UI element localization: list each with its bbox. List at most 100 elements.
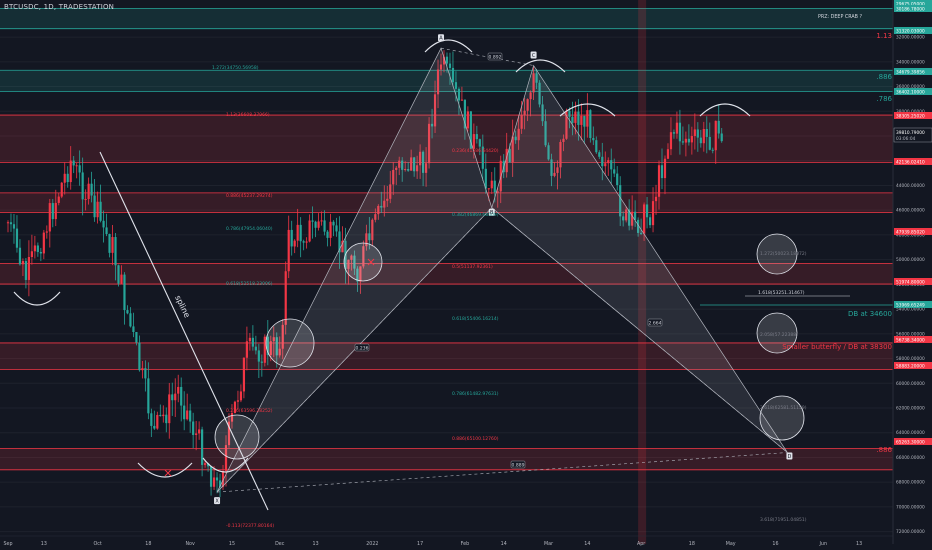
price-zone (0, 263, 893, 285)
candle-body (245, 341, 249, 358)
candle-body (463, 99, 467, 129)
candle-body (586, 110, 589, 127)
price-tag-label: 53969.65249 (896, 303, 925, 309)
candle-body (141, 368, 144, 371)
candle-body (341, 240, 344, 253)
prz-label: PRZ: DEEP CRAB ? (818, 14, 862, 20)
candle-body (72, 160, 75, 166)
fib-level-label: 2.618(62581.51159) (760, 405, 807, 411)
candle-body (577, 111, 580, 125)
candle-body (21, 261, 25, 265)
candle-body (517, 128, 520, 141)
date-highlight (638, 0, 647, 544)
candle-body (562, 138, 565, 142)
candle-body (583, 115, 586, 127)
swing-arc (202, 457, 249, 473)
candle-body (266, 336, 269, 356)
price-tag-label: 42136.02410 (896, 160, 925, 166)
date-tick-label: 13 (41, 541, 47, 547)
candle-body (18, 247, 22, 265)
candle-body (332, 221, 335, 226)
candle-body (51, 203, 54, 220)
candle-body (628, 209, 631, 226)
candle-body (183, 405, 186, 420)
candle-body (63, 173, 66, 183)
candle-body (260, 361, 263, 363)
price-tag (894, 27, 932, 34)
candle-body (484, 168, 487, 189)
date-tick-label: Dec (275, 541, 285, 547)
candle-body (365, 233, 368, 247)
candle-body (165, 414, 168, 424)
candle-body (75, 165, 78, 167)
candle-body (57, 196, 60, 203)
pattern-point-label: B (490, 210, 494, 216)
pattern-point-badge (438, 34, 445, 42)
candle-body (472, 134, 475, 149)
price-tag (894, 438, 932, 445)
date-tick-label: 16 (772, 541, 778, 547)
candle-body (639, 232, 643, 234)
last-price-label: 39810.79000 (896, 130, 925, 136)
candle-body (129, 313, 132, 327)
candle-body (598, 152, 601, 157)
fib-level-label: 2.058(57.22388) (760, 332, 798, 338)
candle-body (326, 231, 329, 238)
candle-body (212, 477, 216, 487)
candle-body (705, 128, 708, 137)
price-tag (894, 68, 932, 75)
candle-body (666, 149, 670, 159)
x-marker (367, 258, 375, 266)
pattern-point-badge (530, 51, 537, 59)
price-tick-label: 62000.00000 (896, 406, 925, 412)
candle-body (87, 183, 90, 199)
pattern-point-badge (214, 497, 221, 505)
fib-level-label: 0.618(55406.16214) (452, 316, 499, 322)
candle-body (669, 132, 673, 150)
candle-body (90, 183, 93, 196)
countdown-label: 03:06:04 (896, 136, 916, 142)
price-tick-label: 66000.00000 (896, 455, 925, 461)
date-tick-label: Nov (185, 541, 195, 547)
swing-arc (699, 103, 751, 117)
candle-body (368, 233, 371, 241)
candle-body (6, 222, 10, 224)
candle-body (610, 160, 613, 170)
date-tick-label: Sep (3, 541, 12, 547)
candle-body (637, 219, 640, 233)
price-tag (894, 278, 932, 285)
ratio-786-label: .786 (876, 95, 892, 103)
candle-body (177, 386, 180, 394)
candle-body (224, 445, 228, 471)
candle-body (541, 104, 544, 122)
candle-body (350, 255, 353, 260)
highlight-circle (756, 312, 798, 354)
candle-body (511, 136, 514, 163)
price-tick-label: 60000.00000 (896, 381, 925, 387)
candle-body (448, 63, 452, 68)
candle-body (153, 425, 156, 429)
date-tick-label: 15 (229, 541, 235, 547)
candle-body (675, 122, 679, 134)
date-tick-label: Feb (461, 541, 470, 547)
candle-body (293, 240, 296, 247)
candle-body (601, 156, 604, 167)
candle-body (693, 129, 696, 137)
candle-body (544, 121, 547, 146)
candle-body (171, 394, 174, 401)
candle-body (111, 237, 114, 253)
candle-body (508, 148, 511, 163)
trendline-label: spline (173, 294, 192, 319)
candle-body (604, 163, 607, 167)
candle-body (568, 110, 571, 117)
candle-body (559, 141, 562, 168)
candle-body (317, 221, 320, 228)
candle-body (592, 137, 595, 141)
pattern-point-label: A (439, 36, 443, 42)
candle-body (595, 140, 598, 153)
candle-body (651, 201, 655, 226)
candle-body (135, 331, 138, 343)
candle-body (362, 246, 365, 267)
